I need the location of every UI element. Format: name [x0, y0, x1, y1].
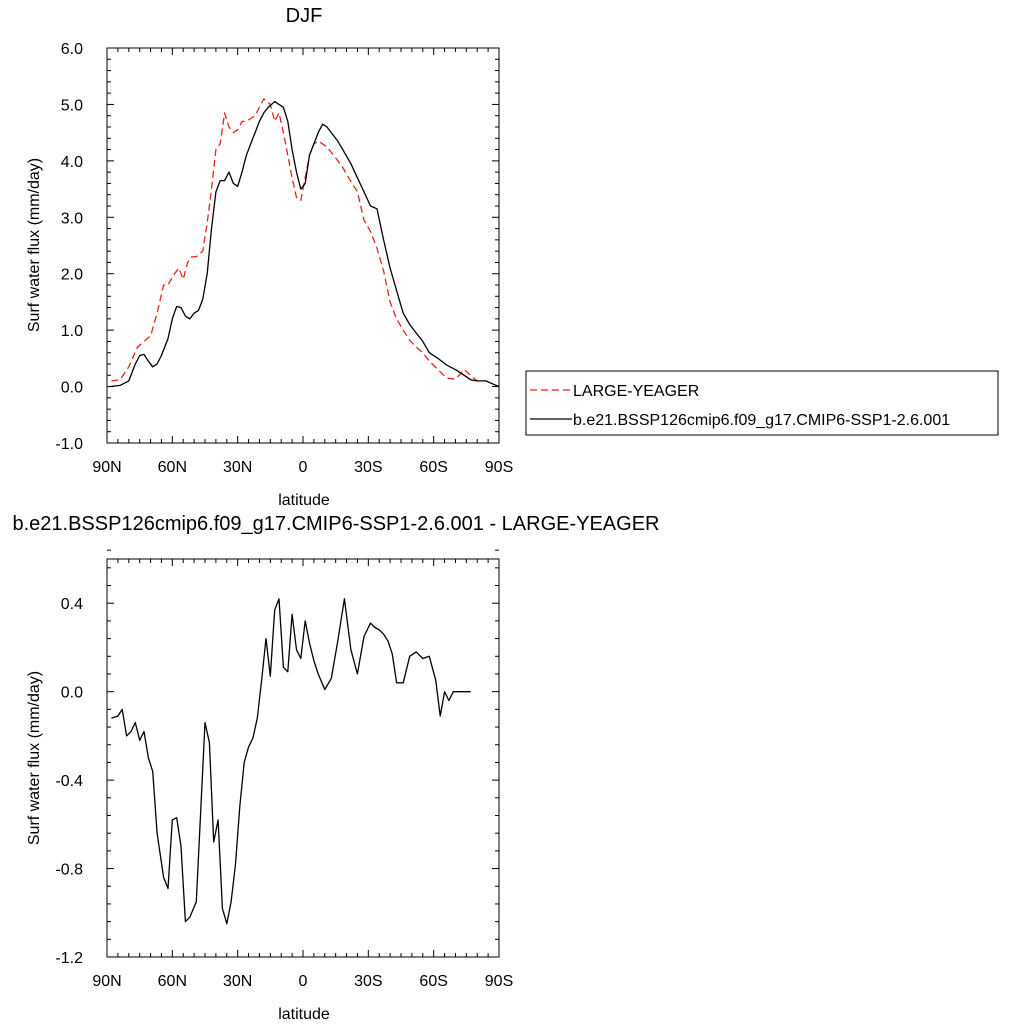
- bottom-x-tick-label: 30S: [354, 973, 382, 990]
- top-x-tick-label: 0: [299, 459, 308, 476]
- bottom-x-tick-label: 60N: [158, 973, 187, 990]
- top-y-tick-label: -1.0: [55, 436, 83, 453]
- bottom-chart: b.e21.BSSP126cmip6.f09_g17.CMIP6-SSP1-2.…: [12, 513, 659, 1023]
- top-x-tick-label: 90S: [485, 459, 513, 476]
- top-series-line-0: [111, 98, 478, 382]
- legend-label-bssp126: b.e21.BSSP126cmip6.f09_g17.CMIP6-SSP1-2.…: [573, 412, 950, 429]
- legend: LARGE-YEAGER b.e21.BSSP126cmip6.f09_g17.…: [525, 370, 999, 436]
- top-x-tick-label: 60S: [419, 459, 447, 476]
- bottom-chart-title: b.e21.BSSP126cmip6.f09_g17.CMIP6-SSP1-2.…: [12, 513, 659, 535]
- bottom-x-tick-label: 60S: [419, 973, 447, 990]
- top-y-tick-label: 4.0: [61, 154, 83, 171]
- legend-box: [525, 370, 999, 436]
- bottom-y-axis-label: Surf water flux (mm/day): [26, 671, 43, 845]
- top-x-tick-label: 30S: [354, 459, 382, 476]
- top-x-tick-label: 60N: [158, 459, 187, 476]
- top-x-tick-label: 30N: [223, 459, 252, 476]
- top-plot-frame: [106, 47, 500, 444]
- bottom-y-tick-label: 0.0: [61, 685, 83, 702]
- top-y-tick-label: 0.0: [61, 380, 83, 397]
- top-x-axis-label: latitude: [278, 492, 330, 509]
- bottom-y-tick-label: -1.2: [55, 950, 83, 967]
- top-series-line-1: [109, 100, 500, 388]
- bottom-y-tick-label: 0.4: [61, 596, 83, 613]
- top-chart: DJF 90N 60N 30N 0 30S 60S 90S -1.0 0.0 1.0 2.0 3.0 4…: [26, 5, 513, 509]
- bottom-x-axis-label: latitude: [278, 1006, 330, 1023]
- bottom-series-line-0: [111, 598, 471, 925]
- bottom-plot-area: 90N 60N 30N 0 30S 60S 90S -1.2 -0.8 -0.4 0.0 0.4: [55, 549, 513, 990]
- legend-label-large-yeager: LARGE-YEAGER: [573, 383, 699, 400]
- bottom-y-tick-label: -0.8: [55, 862, 83, 879]
- top-y-tick-label: 2.0: [61, 267, 83, 284]
- top-y-tick-label: 1.0: [61, 323, 83, 340]
- bottom-x-tick-label: 0: [299, 973, 308, 990]
- top-x-tick-label: 90N: [92, 459, 121, 476]
- top-y-axis-label: Surf water flux (mm/day): [26, 158, 43, 332]
- bottom-plot-frame: [106, 558, 500, 958]
- top-plot-area: 90N 60N 30N 0 30S 60S 90S -1.0 0.0 1.0 2.0 3.0 4.0 5.…: [55, 41, 513, 476]
- top-y-tick-label: 3.0: [61, 210, 83, 227]
- top-chart-title: DJF: [286, 5, 323, 27]
- bottom-x-tick-label: 90N: [92, 973, 121, 990]
- bottom-y-tick-label: -0.4: [55, 773, 83, 790]
- bottom-x-tick-label: 90S: [485, 973, 513, 990]
- bottom-x-tick-label: 30N: [223, 973, 252, 990]
- top-y-tick-label: 5.0: [61, 97, 83, 114]
- top-y-tick-label: 6.0: [61, 41, 83, 58]
